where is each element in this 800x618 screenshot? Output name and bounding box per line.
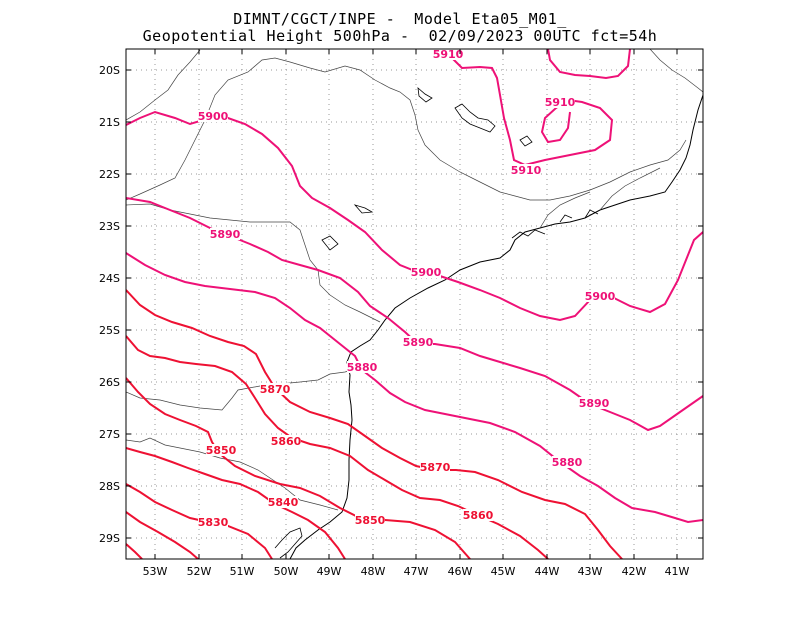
y-tick-label: 27S (99, 428, 120, 441)
y-tick-label: 24S (99, 272, 120, 285)
contour-line-5860 (126, 335, 549, 559)
contour-label-5860: 5860 (463, 509, 494, 522)
contour-label-5890: 5890 (210, 228, 241, 241)
lagoon-outline (274, 527, 303, 559)
contour-label-bg (271, 435, 301, 447)
y-tick-label: 25S (99, 324, 120, 337)
contour-label-5900: 5900 (411, 266, 442, 279)
contour-line-5820 (126, 511, 199, 559)
contour-label-5830: 5830 (198, 516, 229, 529)
chart-title-line1: DIMNT/CGCT/INPE - Model Eta05_M01_ (233, 10, 567, 28)
x-tick-label: 49W (317, 565, 342, 578)
contour-line-5900 (126, 110, 703, 322)
coastline (289, 94, 703, 559)
x-tick-label: 41W (665, 565, 690, 578)
contour-label-bg (260, 383, 290, 395)
contour-label-5880: 5880 (552, 456, 583, 469)
contour-label-5910: 5910 (511, 164, 542, 177)
axis-ticks (126, 49, 703, 559)
contour-label-5910: 5910 (433, 48, 464, 61)
contour-line-5820 (126, 543, 143, 559)
contour-label-5850: 5850 (355, 514, 386, 527)
contour-line-5840 (126, 447, 346, 559)
contour-label-5850: 5850 (206, 444, 237, 457)
contour-label-5890: 5890 (579, 397, 610, 410)
contour-line-5870 (126, 289, 623, 559)
contour-label-5880: 5880 (347, 361, 378, 374)
contour-line-5880 (126, 252, 703, 524)
x-tick-label: 50W (274, 565, 299, 578)
contour-label-bg (355, 514, 385, 526)
contour-label-bg (403, 336, 433, 348)
y-tick-label: 28S (99, 480, 120, 493)
contour-label-5860: 5860 (271, 435, 302, 448)
y-tick-label: 21S (99, 116, 120, 129)
x-tick-label: 53W (143, 565, 168, 578)
x-tick-label: 46W (448, 565, 473, 578)
x-tick-label: 42W (622, 565, 647, 578)
y-tick-label: 26S (99, 376, 120, 389)
x-tick-label: 47W (404, 565, 429, 578)
state-border-sp-pr (126, 203, 381, 323)
x-tick-label: 44W (535, 565, 560, 578)
state-border-mg-rj (539, 167, 661, 229)
contour-label-5900: 5900 (198, 110, 229, 123)
contour-label-bg (433, 48, 463, 60)
contour-label-bg (579, 397, 609, 409)
contour-label-bg (268, 496, 298, 508)
contour-label-bg (420, 461, 450, 473)
contour-line-5910 (447, 49, 614, 167)
x-tick-label: 45W (491, 565, 516, 578)
contour-label-bg (347, 361, 377, 373)
x-tick-label: 43W (578, 565, 603, 578)
x-tick-label: 48W (361, 565, 386, 578)
contour-label-bg (198, 110, 228, 122)
contour-label-bg (585, 290, 615, 302)
graticule-grid (126, 49, 703, 559)
country-border-east (649, 49, 703, 93)
reservoir-outline (321, 87, 533, 251)
x-tick-label: 51W (230, 565, 255, 578)
y-tick-label: 29S (99, 532, 120, 545)
plot-frame (125, 48, 704, 560)
contour-line-5910 (547, 49, 631, 80)
contour-label-5910: 5910 (545, 96, 576, 109)
contour-label-bg (210, 228, 240, 240)
contour-label-bg (198, 516, 228, 528)
state-border-mg-sp (126, 57, 687, 201)
state-border-pr-sc (126, 369, 353, 411)
contour-label-bg (206, 444, 236, 456)
contour-label-bg (552, 456, 582, 468)
contour-label-bg (545, 96, 575, 108)
contour-label-5870: 5870 (260, 383, 291, 396)
contour-label-5890: 5890 (403, 336, 434, 349)
y-tick-label: 20S (99, 64, 120, 77)
contour-label-5870: 5870 (420, 461, 451, 474)
contour-label-bg (463, 509, 493, 521)
y-tick-label: 23S (99, 220, 120, 233)
chart-title-line2: Geopotential Height 500hPa - 02/09/2023 … (142, 27, 658, 45)
contour-label-5840: 5840 (268, 496, 299, 509)
contour-label-bg (411, 266, 441, 278)
contour-label-5900: 5900 (585, 290, 616, 303)
x-tick-label: 52W (187, 565, 212, 578)
y-tick-label: 22S (99, 168, 120, 181)
contour-label-bg (511, 164, 541, 176)
bay-outline (511, 209, 599, 239)
state-border-ms-mt (126, 49, 201, 121)
contour-line-5850 (126, 377, 471, 559)
